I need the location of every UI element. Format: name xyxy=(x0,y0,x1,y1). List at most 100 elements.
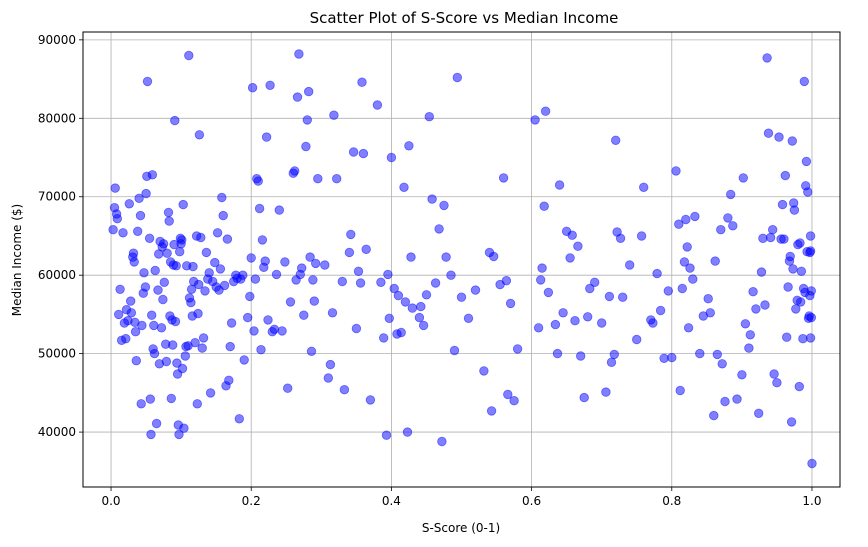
data-point xyxy=(355,278,366,288)
data-point xyxy=(579,392,589,403)
data-point xyxy=(265,80,275,91)
data-point xyxy=(351,323,362,334)
data-point xyxy=(772,378,782,388)
data-point xyxy=(246,253,256,263)
data-point xyxy=(690,211,700,222)
data-point xyxy=(728,221,738,231)
data-point xyxy=(141,188,151,199)
data-point xyxy=(329,110,339,120)
data-point xyxy=(238,270,248,280)
data-point xyxy=(379,333,389,343)
data-point xyxy=(803,187,813,197)
data-point xyxy=(210,257,220,268)
data-point xyxy=(530,115,540,125)
data-point xyxy=(439,200,449,211)
y-tick-label: 80000 xyxy=(38,111,76,125)
data-point xyxy=(671,166,681,176)
data-point xyxy=(777,199,788,210)
data-point xyxy=(756,267,767,277)
data-point xyxy=(257,235,268,245)
chart-title: Scatter Plot of S-Score vs Median Income xyxy=(310,9,619,27)
data-point xyxy=(142,76,153,87)
data-point xyxy=(576,351,586,361)
data-point xyxy=(126,308,137,318)
data-point xyxy=(503,389,513,400)
data-point xyxy=(769,369,779,379)
data-point xyxy=(688,274,698,284)
data-point xyxy=(174,246,185,257)
data-point xyxy=(806,312,817,323)
data-point xyxy=(399,182,409,193)
data-point xyxy=(365,395,376,405)
data-point xyxy=(681,214,691,225)
data-point xyxy=(796,297,806,307)
data-point xyxy=(787,136,798,146)
data-point xyxy=(565,253,575,263)
data-point xyxy=(597,318,607,328)
data-point xyxy=(667,352,677,363)
data-point xyxy=(509,396,519,406)
data-point xyxy=(585,283,595,294)
data-point xyxy=(205,388,216,398)
data-point xyxy=(780,170,791,181)
data-point xyxy=(161,356,172,367)
y-tick-label: 70000 xyxy=(38,190,76,204)
data-point xyxy=(376,277,386,288)
data-point xyxy=(655,305,666,316)
data-point xyxy=(570,316,580,326)
data-point xyxy=(200,286,210,296)
data-point xyxy=(674,219,684,229)
data-point xyxy=(305,252,315,262)
data-point xyxy=(170,316,181,327)
data-point xyxy=(294,49,304,59)
y-tick-label: 60000 xyxy=(38,268,76,282)
x-tick-label: 0.4 xyxy=(382,494,401,508)
data-point xyxy=(332,173,342,184)
y-axis-label: Median Income ($) xyxy=(10,204,24,316)
data-point xyxy=(583,312,593,322)
data-point xyxy=(139,268,149,278)
data-point xyxy=(554,180,565,190)
data-point xyxy=(389,283,399,294)
data-point xyxy=(779,234,789,244)
data-point xyxy=(539,201,549,211)
data-point xyxy=(163,207,174,218)
data-point xyxy=(407,303,418,313)
data-point xyxy=(118,228,128,238)
data-point xyxy=(720,396,730,407)
data-point xyxy=(402,427,413,437)
data-point xyxy=(149,348,160,359)
data-point xyxy=(146,429,156,440)
data-point xyxy=(164,216,174,226)
data-point xyxy=(604,291,615,302)
data-point xyxy=(794,381,805,392)
data-point xyxy=(788,264,798,274)
data-point xyxy=(807,458,817,469)
data-point xyxy=(552,348,563,359)
data-point xyxy=(124,199,135,209)
data-point xyxy=(129,257,139,267)
data-point xyxy=(292,92,303,102)
data-point xyxy=(188,261,198,272)
data-point xyxy=(717,359,727,369)
data-point xyxy=(682,242,692,252)
data-point xyxy=(648,318,658,328)
data-point xyxy=(297,263,307,273)
data-point xyxy=(277,326,287,336)
data-point xyxy=(136,399,146,409)
data-point xyxy=(245,291,255,302)
data-point xyxy=(260,256,270,266)
data-point xyxy=(386,152,397,163)
data-point xyxy=(639,182,649,193)
data-point xyxy=(737,370,747,380)
data-point xyxy=(789,205,800,215)
data-point xyxy=(128,248,139,258)
data-point xyxy=(151,418,162,429)
data-point xyxy=(536,275,546,285)
data-point xyxy=(323,373,334,383)
data-point xyxy=(263,315,273,325)
data-point xyxy=(611,135,621,146)
data-point xyxy=(738,173,749,183)
data-point xyxy=(285,297,296,307)
data-point xyxy=(135,210,146,221)
